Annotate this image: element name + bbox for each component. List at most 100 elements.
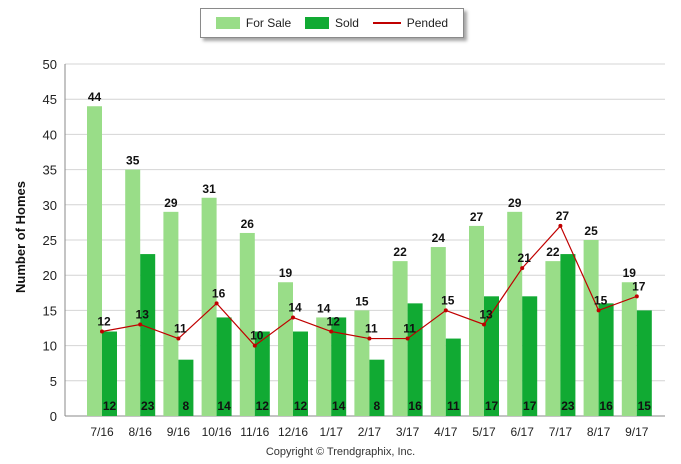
legend-label-for-sale: For Sale: [245, 16, 292, 30]
data-label-pended: 13: [479, 307, 493, 321]
bar-sold: [216, 317, 232, 416]
data-label-pended: 15: [594, 293, 608, 307]
legend-label-pended: Pended: [406, 16, 449, 30]
data-label-sold: 12: [103, 399, 117, 413]
bar-sold: [178, 359, 194, 416]
point-pended: [634, 294, 639, 299]
data-label-for-sale: 26: [241, 217, 255, 231]
data-label-pended: 10: [250, 329, 264, 343]
data-label-pended: 11: [365, 322, 378, 336]
y-tick-label: 40: [43, 127, 57, 142]
bar-sold: [560, 254, 576, 416]
bar-sold: [331, 317, 347, 416]
data-label-sold: 14: [217, 399, 231, 413]
bar-for-sale: [469, 225, 484, 416]
data-label-for-sale: 27: [470, 210, 484, 224]
legend-item-pended: Pended: [372, 16, 449, 30]
x-tick-label: 12/16: [278, 425, 308, 439]
point-pended: [214, 301, 219, 306]
bar-for-sale: [583, 240, 599, 416]
point-pended: [329, 329, 334, 334]
data-label-for-sale: 22: [546, 245, 560, 259]
data-label-sold: 14: [332, 399, 346, 413]
bar-sold: [254, 331, 270, 416]
data-label-sold: 16: [599, 399, 613, 413]
x-tick-label: 8/16: [129, 425, 153, 439]
x-tick-label: 3/17: [396, 425, 420, 439]
y-tick-label: 20: [43, 268, 57, 283]
legend-item-for-sale: For Sale: [215, 16, 292, 30]
x-tick-label: 9/16: [167, 425, 191, 439]
point-pended: [367, 336, 372, 341]
bar-sold: [636, 310, 652, 416]
bar-sold: [598, 303, 614, 416]
data-label-pended: 14: [288, 300, 302, 314]
y-axis-label: Number of Homes: [13, 181, 28, 293]
data-label-pended: 11: [403, 322, 416, 336]
data-label-sold: 16: [408, 399, 422, 413]
data-label-sold: 23: [561, 399, 575, 413]
legend-item-sold: Sold: [304, 16, 359, 30]
data-label-sold: 12: [294, 399, 308, 413]
bar-for-sale: [239, 232, 255, 416]
bar-for-sale: [278, 282, 293, 416]
data-label-for-sale: 19: [623, 266, 637, 280]
data-label-for-sale: 35: [126, 154, 140, 168]
bar-sold: [369, 359, 385, 416]
data-label-sold: 23: [141, 399, 155, 413]
x-tick-label: 11/16: [240, 425, 269, 439]
data-label-for-sale: 29: [508, 196, 522, 210]
bar-for-sale: [430, 247, 446, 416]
bar-for-sale: [507, 211, 523, 416]
bar-for-sale: [87, 106, 102, 417]
data-label-for-sale: 24: [432, 231, 446, 245]
data-label-pended: 27: [556, 209, 570, 223]
point-pended: [405, 336, 410, 341]
bar-for-sale: [163, 211, 179, 416]
bar-sold: [522, 296, 538, 416]
x-tick-label: 7/17: [549, 425, 573, 439]
y-tick-label: 25: [43, 233, 57, 248]
y-tick-label: 0: [50, 409, 57, 424]
data-label-sold: 17: [485, 399, 499, 413]
data-label-pended: 12: [327, 315, 341, 329]
legend-swatch-pended: [372, 22, 401, 24]
point-pended: [100, 329, 104, 334]
data-label-for-sale: 22: [393, 245, 407, 259]
data-label-pended: 12: [97, 315, 111, 329]
point-pended: [558, 223, 563, 228]
y-tick-label: 45: [43, 92, 57, 107]
data-label-for-sale: 31: [202, 182, 216, 196]
bar-sold: [407, 303, 423, 416]
data-label-pended: 11: [174, 322, 187, 336]
copyright-text: Copyright © Trendgraphix, Inc.: [265, 446, 416, 458]
legend-swatch-for-sale: [215, 17, 240, 29]
x-tick-label: 7/16: [90, 425, 114, 439]
bar-sold: [445, 338, 461, 416]
x-tick-label: 4/17: [434, 425, 458, 439]
y-tick-label: 10: [43, 339, 57, 354]
x-tick-label: 9/17: [625, 425, 649, 439]
y-tick-label: 50: [43, 57, 57, 72]
point-pended: [443, 308, 448, 313]
data-label-for-sale: 15: [355, 294, 369, 308]
point-pended: [520, 266, 525, 271]
data-label-for-sale: 19: [279, 266, 293, 280]
point-pended: [176, 336, 181, 341]
data-label-pended: 13: [136, 307, 150, 321]
data-label-pended: 21: [518, 251, 532, 265]
bar-sold: [140, 254, 156, 416]
bar-for-sale: [316, 317, 332, 416]
point-pended: [596, 308, 601, 313]
data-label-pended: 17: [632, 279, 646, 293]
legend-label-sold: Sold: [334, 16, 359, 30]
chart-legend: For Sale Sold Pended: [200, 8, 464, 38]
x-tick-label: 8/17: [587, 425, 611, 439]
point-pended: [138, 322, 143, 327]
data-label-sold: 11: [447, 399, 460, 413]
bar-for-sale: [125, 169, 141, 416]
point-pended: [482, 322, 486, 327]
y-tick-label: 30: [43, 198, 57, 213]
data-label-sold: 8: [183, 399, 190, 413]
